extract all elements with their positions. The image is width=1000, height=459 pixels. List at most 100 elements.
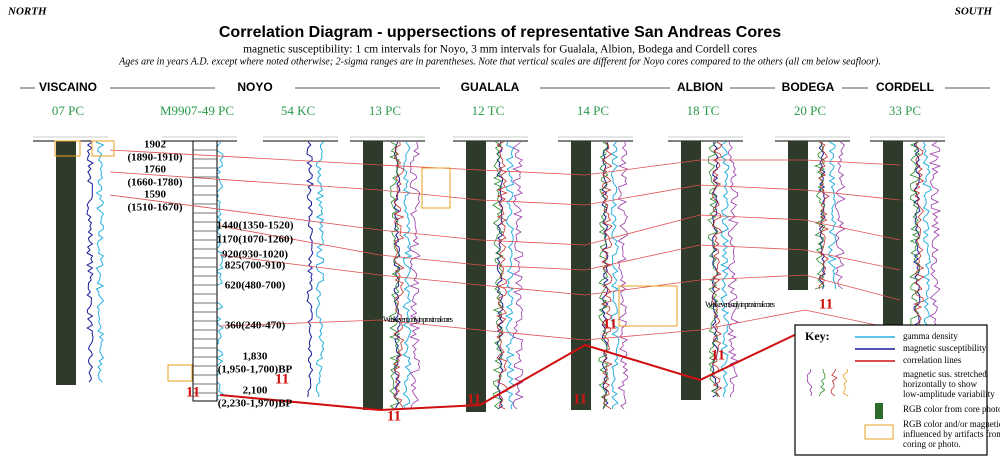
age-label: (1890-1910) bbox=[128, 152, 183, 164]
age-label: (1660-1780) bbox=[128, 177, 183, 189]
key-swatch bbox=[875, 403, 883, 419]
correlation-line bbox=[109, 149, 901, 176]
key-item-line: low-amplitude variability bbox=[903, 389, 995, 399]
age-label: 2,100 bbox=[243, 385, 268, 397]
note: Weak event, only in proximal cores bbox=[705, 300, 775, 309]
correlation-line bbox=[109, 171, 901, 206]
core-label: 12 TC bbox=[472, 103, 505, 118]
correlation-line bbox=[219, 225, 901, 271]
core-photo bbox=[883, 141, 903, 330]
core-label: 20 PC bbox=[794, 103, 826, 118]
artifact-box bbox=[421, 167, 451, 209]
correlation-line bbox=[219, 254, 901, 301]
key-swatch bbox=[864, 424, 894, 440]
log-curve bbox=[86, 141, 94, 383]
age-label: 1440(1350-1520) bbox=[217, 220, 294, 232]
key-item: correlation lines bbox=[903, 355, 962, 365]
log-curve bbox=[711, 141, 723, 398]
event-label: 11 bbox=[573, 391, 587, 407]
log-curve bbox=[727, 141, 740, 398]
log-curve bbox=[402, 141, 413, 410]
log-curve bbox=[408, 141, 421, 410]
core-log bbox=[192, 140, 218, 402]
log-curve bbox=[504, 141, 515, 410]
age-label: 360(240-470) bbox=[225, 320, 286, 332]
core-label: 14 PC bbox=[577, 103, 609, 118]
core-photo bbox=[466, 141, 486, 412]
log-curve bbox=[306, 141, 315, 398]
south-label: SOUTH bbox=[955, 6, 993, 18]
age-label: 1170(1070-1260) bbox=[217, 234, 294, 246]
key-item: magnetic sus. stretched horizontally to s… bbox=[903, 369, 995, 399]
event-label: 11 bbox=[275, 371, 289, 387]
artifact-box bbox=[618, 285, 678, 327]
key-swatch bbox=[830, 368, 838, 397]
log-curve bbox=[617, 141, 629, 410]
key-item: magnetic susceptibility bbox=[903, 343, 987, 353]
event-label: 11 bbox=[387, 408, 401, 424]
artifact-box bbox=[167, 364, 193, 382]
age-label: 1902 bbox=[144, 139, 167, 151]
note: Weak event, only in proximal cores bbox=[383, 315, 453, 324]
core-photo bbox=[681, 141, 701, 400]
site-label: ALBION bbox=[677, 80, 723, 94]
key-item: gamma density bbox=[903, 331, 958, 341]
artifact-box bbox=[54, 140, 81, 157]
log-curve bbox=[913, 141, 925, 329]
site-label: BODEGA bbox=[782, 80, 835, 94]
core-label: 07 PC bbox=[52, 103, 84, 118]
log-curve bbox=[601, 141, 613, 410]
age-label: (2,230-1,970)BP bbox=[218, 398, 293, 410]
artifact-box bbox=[91, 140, 115, 157]
log-curve bbox=[922, 141, 932, 329]
key-item-line: RGB color from core photo bbox=[903, 404, 1000, 414]
core-label: 13 PC bbox=[369, 103, 401, 118]
key-item-line: coring or photo. bbox=[903, 439, 961, 449]
correlation-line bbox=[219, 309, 901, 341]
key-item: RGB color and/or magnetics influenced by … bbox=[903, 419, 1000, 449]
event-label: 11 bbox=[819, 296, 833, 312]
correlation-line bbox=[109, 194, 901, 246]
key-swatch bbox=[818, 368, 826, 397]
site-label: NOYO bbox=[237, 80, 272, 94]
log-curve bbox=[95, 141, 105, 383]
event-label: 11 bbox=[603, 316, 617, 332]
log-curve bbox=[495, 141, 508, 410]
core-label: M9907-49 PC bbox=[160, 103, 234, 118]
title: Correlation Diagram - uppersections of r… bbox=[219, 24, 781, 41]
log-curve bbox=[601, 141, 609, 410]
log-curve bbox=[393, 141, 405, 410]
age-label: (1,950-1,700)BP bbox=[218, 364, 293, 376]
core-label: 33 PC bbox=[889, 103, 921, 118]
age-label: 825(700-910) bbox=[225, 260, 286, 272]
log-curve bbox=[512, 141, 524, 410]
key-item-line: magnetic sus. stretched bbox=[903, 369, 987, 379]
note: Ages are in years A.D. except where note… bbox=[118, 56, 881, 67]
key-swatch bbox=[842, 368, 849, 397]
key-swatch bbox=[806, 368, 813, 397]
key-title: Key: bbox=[805, 329, 830, 343]
age-label: 1,830 bbox=[243, 351, 268, 363]
core-label: 18 TC bbox=[687, 103, 720, 118]
age-label: 1760 bbox=[144, 164, 167, 176]
log-curve bbox=[610, 141, 620, 410]
site-label: VISCAINO bbox=[39, 80, 97, 94]
site-label: GUALALA bbox=[461, 80, 520, 94]
key-item: RGB color from core photo bbox=[903, 404, 1000, 414]
age-label: 920(930-1020) bbox=[222, 249, 288, 261]
log-curve bbox=[928, 141, 942, 329]
log-curve bbox=[909, 141, 921, 329]
event-label: 11 bbox=[186, 384, 200, 400]
age-label: 1590 bbox=[144, 189, 167, 201]
key-item-line: influenced by artifacts from bbox=[903, 429, 1000, 439]
log-curve bbox=[913, 141, 921, 329]
core-photo bbox=[571, 141, 591, 410]
north-label: NORTH bbox=[7, 6, 47, 18]
core-label: 54 KC bbox=[281, 103, 315, 118]
subtitle: magnetic susceptibility: 1 cm intervals … bbox=[243, 44, 757, 56]
log-curve bbox=[598, 141, 609, 410]
log-curve bbox=[827, 141, 837, 290]
core-photo bbox=[56, 141, 76, 385]
